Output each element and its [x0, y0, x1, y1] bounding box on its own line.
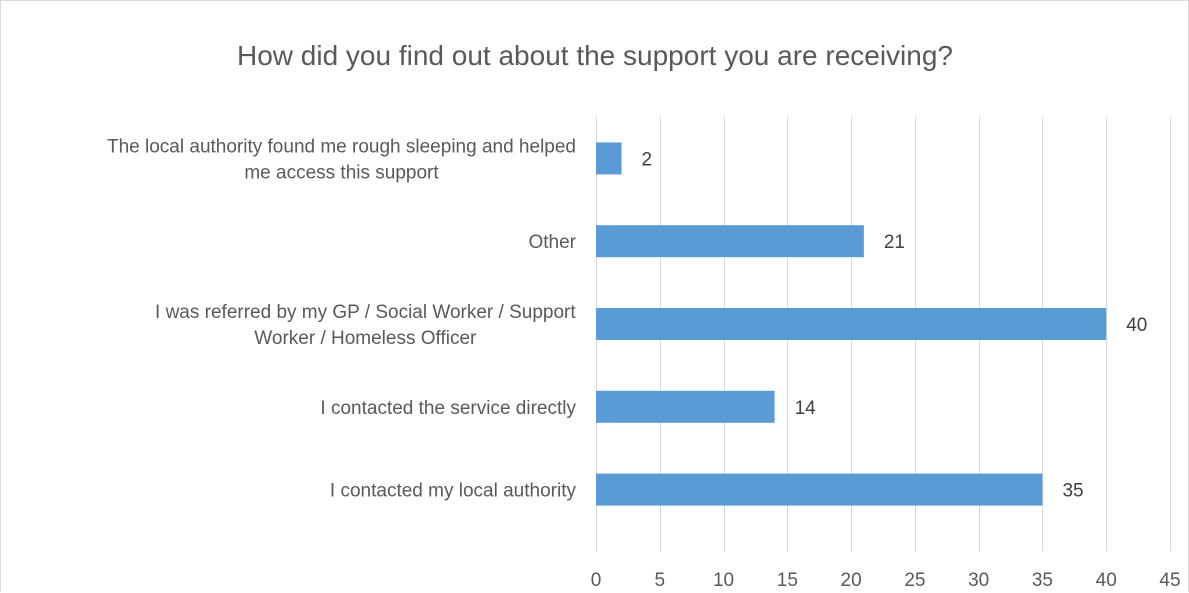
category-label: I was referred by my GP / Social Worker …	[155, 302, 576, 349]
x-tick-label: 25	[904, 570, 925, 591]
x-tick-label: 15	[777, 570, 798, 591]
data-labels: 2 21 40 14 35	[642, 149, 1148, 501]
data-label: 35	[1062, 481, 1083, 502]
category-label-line: I contacted the service directly	[320, 398, 576, 419]
bar	[596, 473, 1043, 506]
category-label-line: I was referred by my GP / Social Worker …	[155, 302, 576, 323]
x-tick-label: 35	[1032, 570, 1053, 591]
category-label-line: The local authority found me rough sleep…	[107, 136, 576, 157]
category-label: Other	[528, 232, 576, 253]
category-labels: The local authority found me rough sleep…	[107, 136, 577, 501]
x-tick-label: 0	[591, 570, 602, 591]
category-label-line: Worker / Homeless Officer	[254, 328, 477, 349]
category-label: I contacted my local authority	[330, 481, 577, 502]
bar	[596, 308, 1107, 340]
x-tick-label: 10	[713, 570, 734, 591]
data-label: 21	[884, 232, 905, 253]
x-tick-label: 45	[1159, 570, 1180, 591]
chart-title: How did you find out about the support y…	[237, 40, 953, 71]
x-tick-label: 40	[1096, 570, 1117, 591]
category-label-line: Other	[528, 232, 576, 253]
category-label: I contacted the service directly	[320, 398, 576, 419]
category-label-line: me access this support	[244, 162, 439, 183]
x-tick-label: 20	[841, 570, 862, 591]
x-tick-label: 5	[654, 570, 665, 591]
category-label-line: I contacted my local authority	[330, 481, 577, 502]
bar	[596, 225, 864, 258]
bar	[596, 390, 775, 423]
bar	[596, 142, 622, 175]
x-axis-ticks: 0 5 10 15 20 25 30 35 40 45	[591, 570, 1181, 591]
bars	[596, 142, 1107, 506]
x-tick-label: 30	[968, 570, 989, 591]
category-label: The local authority found me rough sleep…	[107, 136, 576, 183]
data-label: 2	[642, 149, 653, 170]
data-label: 40	[1126, 315, 1147, 336]
data-label: 14	[795, 398, 817, 419]
